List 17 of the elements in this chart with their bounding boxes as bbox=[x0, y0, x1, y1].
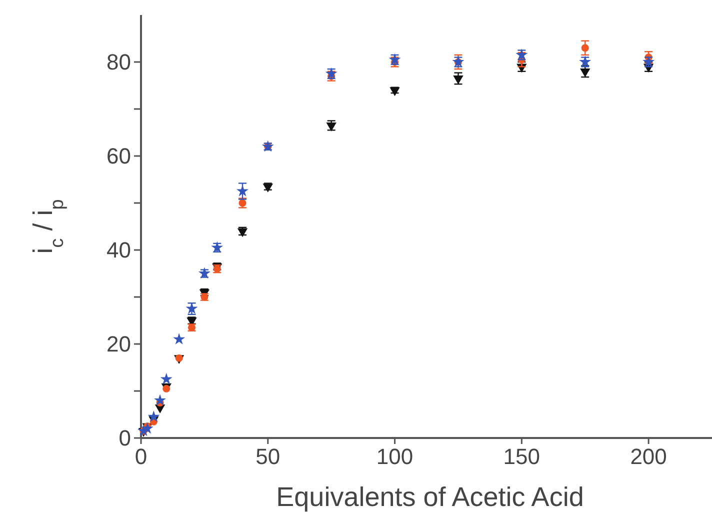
y-tick-label: 60 bbox=[106, 144, 131, 169]
point bbox=[262, 140, 274, 152]
y-tick-label: 0 bbox=[118, 426, 131, 451]
point bbox=[154, 394, 166, 406]
x-tick-label: 0 bbox=[134, 444, 148, 469]
point bbox=[160, 372, 172, 384]
point bbox=[173, 332, 186, 344]
x-tick-label: 100 bbox=[376, 444, 414, 469]
y-tick-label: 40 bbox=[106, 238, 131, 263]
x-tick-label: 150 bbox=[503, 444, 540, 469]
x-tick-label: 50 bbox=[256, 444, 280, 469]
x-tick-label: 200 bbox=[630, 444, 667, 469]
x-axis-title: Equivalents of Acetic Acid bbox=[276, 482, 584, 512]
y-tick-label: 20 bbox=[106, 332, 131, 357]
point bbox=[581, 44, 589, 52]
y-tick-label: 80 bbox=[106, 50, 131, 75]
point bbox=[148, 410, 160, 422]
